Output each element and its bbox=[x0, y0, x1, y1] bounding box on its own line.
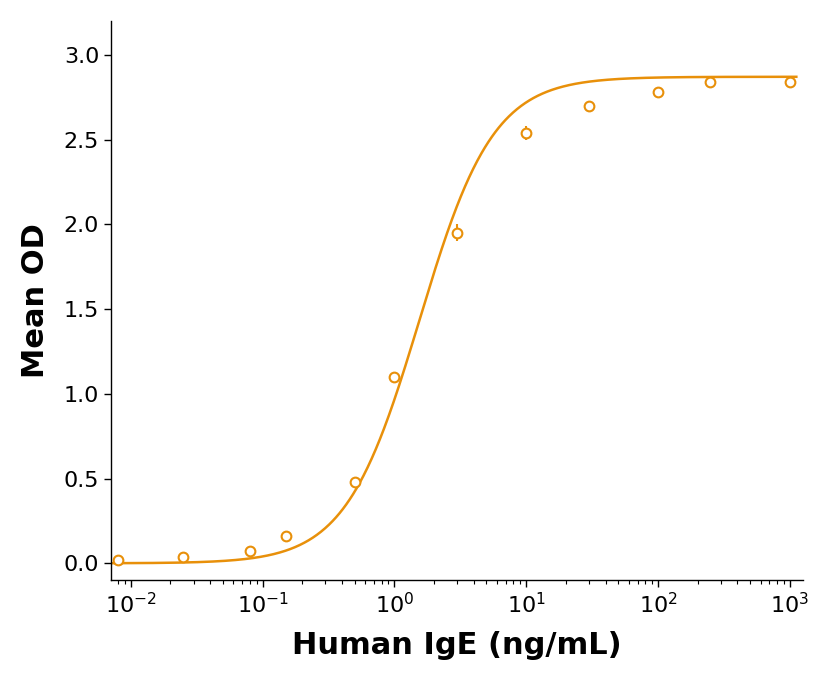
Y-axis label: Mean OD: Mean OD bbox=[21, 223, 50, 378]
X-axis label: Human IgE (ng/mL): Human IgE (ng/mL) bbox=[293, 631, 622, 660]
